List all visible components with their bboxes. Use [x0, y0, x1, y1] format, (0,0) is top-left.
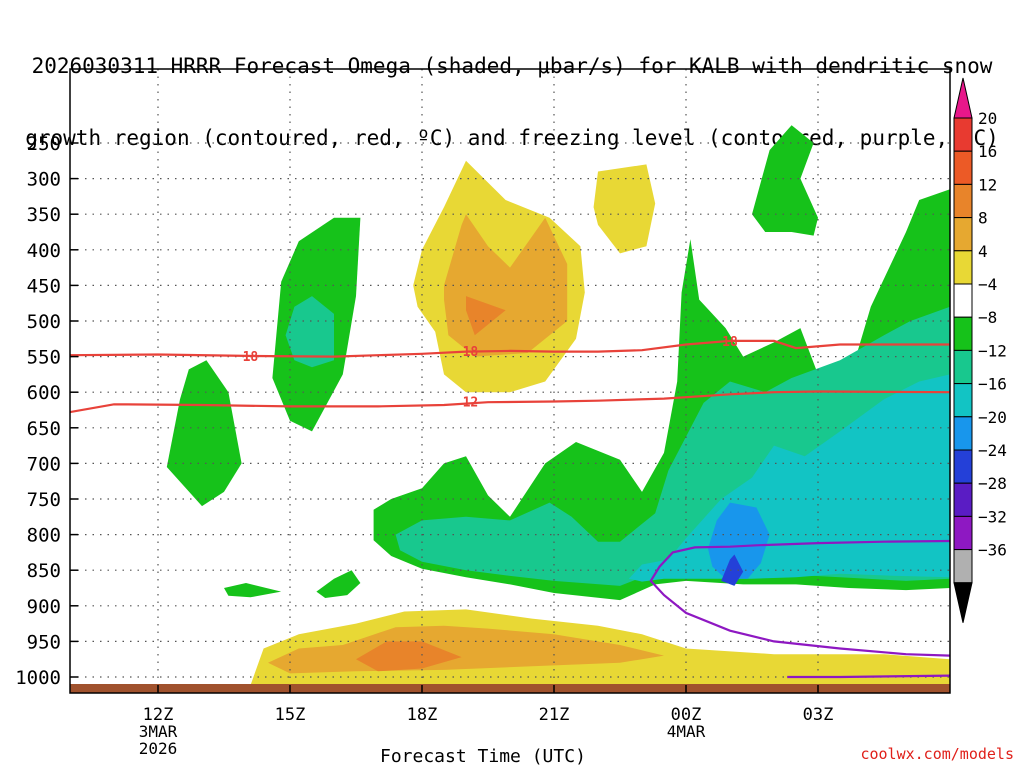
contour-label-dgz-18: 18 — [722, 335, 738, 350]
x-tick-label: 18Z — [407, 705, 438, 725]
temperature-contours — [70, 339, 950, 679]
y-tick-label: 1000 — [15, 667, 61, 689]
region-ascent-navy-main — [721, 554, 744, 586]
colorbar-box — [953, 416, 973, 451]
y-tick-label: 650 — [27, 418, 61, 440]
colorbar-box — [953, 150, 973, 185]
colorbar: 20 16 12 8 4 −4 −8 −12 −16 −20 −24 −28 −32 −36 — [953, 77, 1007, 623]
contour-freezing-level-lower — [787, 674, 950, 679]
colorbar-box — [953, 482, 973, 517]
region-ascent-green-upper-right — [752, 125, 818, 236]
omega-shaded-regions — [166, 125, 950, 686]
x-tick-label: 12Z — [143, 705, 174, 725]
x-tick-label: 21Z — [539, 705, 570, 725]
credit-text: coolwx.com/models — [860, 745, 1014, 763]
colorbar-box — [953, 250, 973, 285]
contour-label-dgz-18: 18 — [463, 345, 479, 360]
chart-title-line-1: 2026030311 HRRR Forecast Omega (shaded, … — [31, 54, 993, 78]
y-tick-label: 350 — [27, 204, 61, 226]
y-axis-ticks: 250 300 350 400 450 500 550 600 650 700 750 800 850 9… — [15, 133, 78, 689]
colorbar-label: −8 — [978, 308, 997, 327]
colorbar-box — [953, 349, 973, 385]
y-tick-label: 750 — [27, 489, 61, 511]
y-tick-label: 450 — [27, 275, 61, 297]
plot-frame — [69, 68, 951, 694]
colorbar-label: 20 — [978, 109, 997, 128]
colorbar-box — [953, 515, 973, 551]
contour-dgz-18 — [70, 339, 950, 358]
colorbar-box — [953, 316, 973, 351]
colorbar-label: −4 — [978, 275, 997, 294]
y-tick-label: 400 — [27, 240, 61, 262]
chart-title: 2026030311 HRRR Forecast Omega (shaded, … — [0, 6, 1024, 174]
region-ascent-green-small-2 — [316, 570, 361, 598]
colorbar-label: −20 — [978, 408, 1007, 427]
y-tick-label: 700 — [27, 453, 61, 475]
colorbar-label: −16 — [978, 375, 1007, 394]
y-tick-label: 550 — [27, 347, 61, 369]
y-tick-label: 300 — [27, 169, 61, 191]
colorbar-box — [953, 549, 973, 584]
ground-surface — [70, 684, 950, 693]
colorbar-arrow-top — [953, 77, 973, 119]
colorbar-label: −32 — [978, 507, 1007, 526]
colorbar-label: 8 — [978, 209, 988, 228]
region-descent-orange-low — [356, 641, 462, 672]
colorbar-box — [953, 383, 973, 418]
y-tick-label: 250 — [27, 133, 61, 155]
colorbar-box — [953, 183, 973, 219]
region-ascent-blue-main — [708, 502, 770, 579]
y-tick-label: 900 — [27, 596, 61, 618]
y-tick-label: 500 — [27, 311, 61, 333]
y-tick-label: 600 — [27, 382, 61, 404]
contour-label-dgz-12: 12 — [463, 395, 479, 410]
colorbar-box — [953, 449, 973, 484]
region-ascent-cyan-main — [628, 374, 950, 582]
colorbar-arrow-bottom — [953, 582, 973, 623]
colorbar-label: −36 — [978, 541, 1007, 560]
colorbar-label: −12 — [978, 341, 1007, 360]
contour-freezing-level — [649, 539, 950, 657]
x-axis-label: Forecast Time (UTC) — [380, 746, 586, 767]
colorbar-label: 12 — [978, 175, 997, 194]
contour-dgz-12 — [70, 390, 950, 414]
y-tick-label: 950 — [27, 631, 61, 653]
region-ascent-teal-upper-left — [285, 296, 334, 368]
colorbar-box — [953, 117, 973, 152]
y-tick-label: 850 — [27, 560, 61, 582]
region-ascent-green-small-1 — [224, 583, 282, 598]
contour-labels: 18 18 18 12 — [243, 335, 738, 411]
x-tick-label: 03Z — [803, 705, 834, 725]
region-ascent-green-left — [166, 360, 242, 507]
region-descent-yellow-upper-right — [593, 164, 656, 254]
colorbar-box — [953, 283, 973, 318]
x-tick-sublabel-year: 2026 — [139, 739, 178, 758]
colorbar-label: −28 — [978, 474, 1007, 493]
colorbar-label: 16 — [978, 142, 997, 161]
contour-label-dgz-18: 18 — [243, 350, 259, 365]
chart-title-line-2: growth region (contoured, red, ºC) and f… — [25, 126, 999, 150]
colorbar-box — [953, 217, 973, 252]
region-descent-orange-upper — [466, 296, 506, 336]
colorbar-label: 4 — [978, 242, 988, 261]
x-tick-sublabel: 3MAR — [139, 722, 178, 741]
x-tick-sublabel: 4MAR — [667, 722, 706, 741]
colorbar-label: −24 — [978, 441, 1007, 460]
y-tick-label: 800 — [27, 525, 61, 547]
x-tick-label: 00Z — [671, 705, 702, 725]
x-tick-label: 15Z — [275, 705, 306, 725]
